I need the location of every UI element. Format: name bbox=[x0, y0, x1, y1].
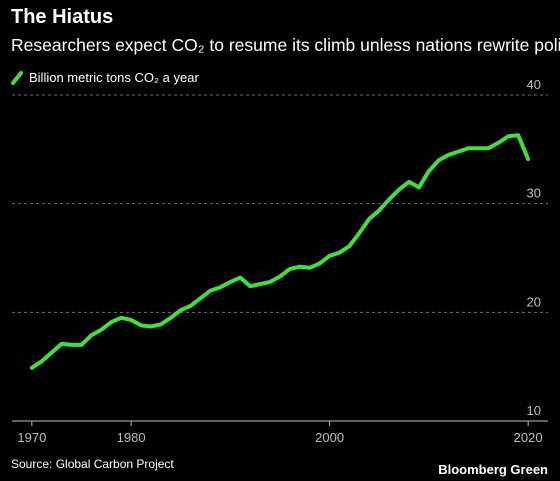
x-tick-label-2020: 2020 bbox=[514, 430, 543, 445]
x-tick-label-1980: 1980 bbox=[117, 430, 146, 445]
y-tick-label-10: 10 bbox=[527, 403, 541, 418]
y-tick-label-20: 20 bbox=[527, 294, 541, 309]
x-tick-label-2000: 2000 bbox=[315, 430, 344, 445]
series-line-0 bbox=[29, 133, 531, 370]
legend-swatch-icon bbox=[11, 70, 23, 85]
brand-logo: Bloomberg Green bbox=[438, 462, 548, 477]
y-tick-label-40: 40 bbox=[527, 77, 541, 92]
legend-label: Billion metric tons CO₂ a year bbox=[29, 70, 199, 85]
x-tick-label-1970: 1970 bbox=[17, 430, 46, 445]
chart-title: The Hiatus bbox=[11, 6, 114, 28]
legend: Billion metric tons CO₂ a year bbox=[11, 70, 199, 85]
source-note: Source: Global Carbon Project bbox=[11, 457, 174, 471]
chart-subtitle: Researchers expect CO₂ to resume its cli… bbox=[11, 35, 560, 55]
y-tick-label-30: 30 bbox=[527, 186, 541, 201]
